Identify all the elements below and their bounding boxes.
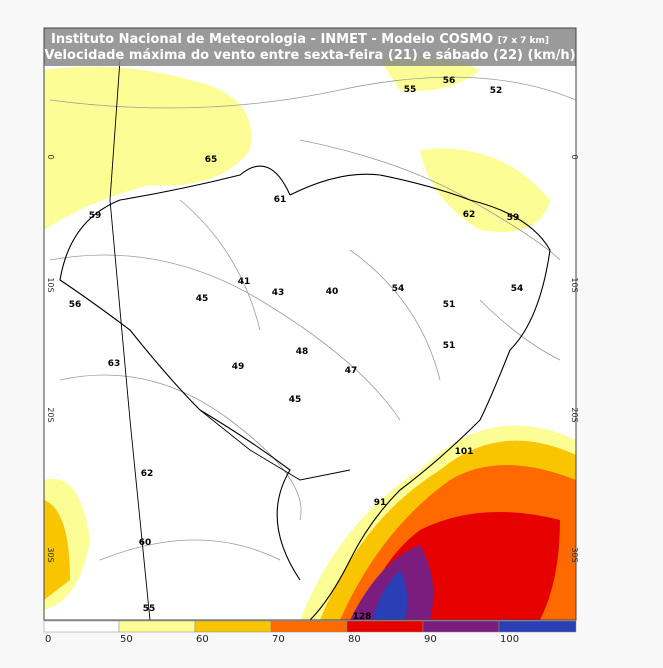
coastline-borders [59,165,551,620]
wind-label: 41 [238,277,251,287]
colorbar-segment [43,620,120,633]
wind-label: 56 [69,300,82,310]
wind-label: 48 [296,347,309,357]
wind-label: 40 [326,287,339,297]
colorbar-segment [346,620,424,633]
map-title: Instituto Nacional de Meteorologia - INM… [51,32,549,47]
wind-label: 65 [205,155,218,165]
wind-label: 59 [507,213,520,223]
wind-label: 52 [490,86,503,96]
wind-label: 54 [392,284,405,294]
latitude-label: 20S [46,407,55,422]
wind-label: 63 [108,359,121,369]
colorbar-label: 70 [272,634,285,645]
colorbar-segment [118,620,196,633]
colorbar-label: 80 [348,634,361,645]
wind-100-plus [372,570,408,620]
wind-label: 91 [374,498,387,508]
colorbar-label: 90 [424,634,437,645]
country-borders [109,59,351,620]
wind-label: 61 [274,195,287,205]
wind-label: 55 [143,604,156,614]
wind-label: 56 [443,76,456,86]
wind-label: 59 [89,211,102,221]
latitude-label: 30S [46,547,55,562]
wind-label: 49 [232,362,245,372]
wind-label: 51 [443,300,456,310]
latitude-label: 0 [570,154,579,159]
wind-label: 45 [196,294,209,304]
colorbar-segment [422,620,500,633]
wind-label: 54 [511,284,524,294]
wind-label: 47 [345,366,358,376]
colorbar-label: 50 [120,634,133,645]
colorbar-label: 0 [45,634,51,645]
wind-label: 45 [289,395,302,405]
colorbar-label: 60 [196,634,209,645]
wind-label: 55 [404,85,417,95]
wind-label: 60 [139,538,152,548]
map-frame [43,27,577,621]
colorbar-segment [498,620,577,633]
wind-label: 128 [353,612,372,622]
wind-label: 51 [443,341,456,351]
colorbar-label: 100 [500,634,519,645]
latitude-label: 0 [46,154,55,159]
latitude-label: 30S [570,547,579,562]
latitude-label: 20S [570,407,579,422]
colorbar-segment [270,620,348,633]
wind-label: 101 [455,447,474,457]
latitude-label: 10S [46,277,55,292]
map-subtitle: Velocidade máxima do vento entre sexta-f… [44,48,575,63]
wind-label: 62 [141,469,154,479]
map-area: Instituto Nacional de Meteorologia - INM… [44,28,576,622]
wind-label: 62 [463,210,476,220]
title-banner [44,28,576,66]
latitude-label: 10S [570,277,579,292]
colorbar-segment [194,620,272,633]
wind-label: 43 [272,288,285,298]
streamlines [49,76,576,561]
